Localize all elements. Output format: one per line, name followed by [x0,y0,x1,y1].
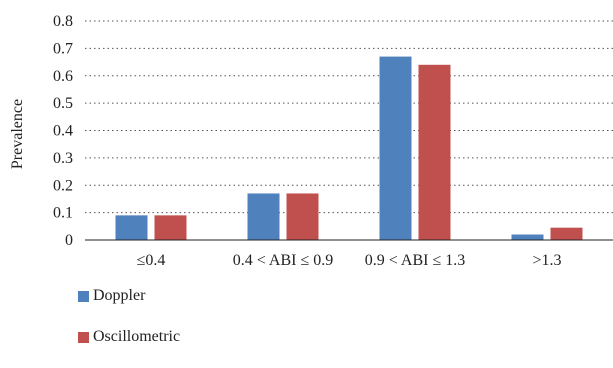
bar-oscillometric-2 [418,64,451,240]
bar-doppler-2 [379,56,412,241]
legend-swatch-oscillometric [78,331,89,343]
y-tick-label: 0.7 [53,40,73,57]
bar-doppler-3 [511,234,544,240]
x-tick-labels: ≤0.4 0.4 < ABI ≤ 0.9 0.9 < ABI ≤ 1.3 >1.3 [137,252,562,269]
y-tick-label: 0.2 [53,177,73,194]
y-tick-label: 0 [65,232,73,249]
x-tick-label: >1.3 [532,252,561,269]
legend-item-oscillometric: Oscillometric [78,327,180,347]
gridlines [85,20,613,214]
x-tick-label: ≤0.4 [137,252,166,269]
bar-chart: 0 0.1 0.2 0.3 0.4 0.5 0.6 0.7 0.8 ≤0.4 0.4 < ABI … [9,13,613,269]
legend-label-doppler: Doppler [93,287,146,304]
y-tick-label: 0.3 [53,150,73,167]
y-tick-label: 0.8 [53,13,73,30]
bar-oscillometric-3 [550,227,583,240]
legend-label-oscillometric: Oscillometric [93,328,181,345]
y-tick-label: 0.6 [53,68,73,85]
bar-oscillometric-0 [154,215,187,240]
y-tick-label: 0.1 [53,205,73,222]
bars [115,56,583,241]
y-tick-label: 0.4 [53,123,73,140]
legend-item-doppler: Doppler [78,286,180,306]
legend-swatch-doppler [78,290,89,302]
bar-doppler-0 [115,215,148,240]
bar-oscillometric-1 [286,193,319,240]
x-tick-label: 0.4 < ABI ≤ 0.9 [233,252,333,269]
y-axis-title: Prevalence [9,99,26,169]
x-tick-label: 0.9 < ABI ≤ 1.3 [365,252,465,269]
legend: Doppler Oscillometric [78,286,180,368]
y-tick-label: 0.5 [53,95,73,112]
y-tick-labels: 0 0.1 0.2 0.3 0.4 0.5 0.6 0.7 0.8 [53,13,73,249]
bar-doppler-1 [247,193,280,240]
